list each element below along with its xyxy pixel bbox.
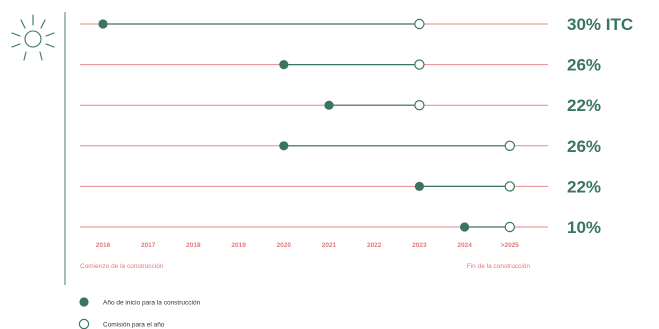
x-tick-label: 2018 [186,242,201,249]
x-tick-label: >2025 [501,242,520,249]
end-marker [414,59,425,70]
legend-label: Año de inicio para la construcción [103,300,201,307]
legend-filled-marker [79,297,89,307]
legend-hollow-marker [78,318,90,329]
rate-label: 22% [567,177,601,196]
rows-layer: 30% ITC 26% 22% 26% 22% 10% [80,15,633,237]
x-label-start: Comienzo de la construcción [80,263,164,270]
x-tick-label: 2020 [277,242,292,249]
x-label-end: Fin de la construcción [467,263,531,270]
rate-label: 26% [567,56,601,75]
x-tick-label: 2019 [231,242,246,249]
end-marker [504,181,515,192]
start-marker [414,181,424,191]
legend: Año de inicio para la construcción Comisi… [78,297,201,329]
start-marker [324,100,334,110]
sun-icon [11,14,55,61]
x-tick-label: 2023 [412,242,427,249]
x-ticks: 2016 2017 2018 2019 2020 2021 2022 2023 2024 >202… [96,242,520,249]
start-marker [460,222,470,232]
start-marker [279,141,289,151]
x-tick-label: 2024 [457,242,472,249]
end-marker [504,140,515,151]
x-tick-label: 2017 [141,242,156,249]
end-marker [414,99,425,111]
rate-label: 10% [567,218,601,237]
rate-label: 30% ITC [567,15,633,34]
legend-label: Comisión para el año [103,322,165,329]
end-marker [414,18,425,30]
x-tick-label: 2016 [96,242,111,249]
end-marker [504,221,515,233]
start-marker [279,60,289,70]
start-marker [98,19,108,29]
x-tick-label: 2021 [322,242,337,249]
x-tick-label: 2022 [367,242,382,249]
rate-label: 26% [567,137,601,156]
rate-label: 22% [567,96,601,115]
